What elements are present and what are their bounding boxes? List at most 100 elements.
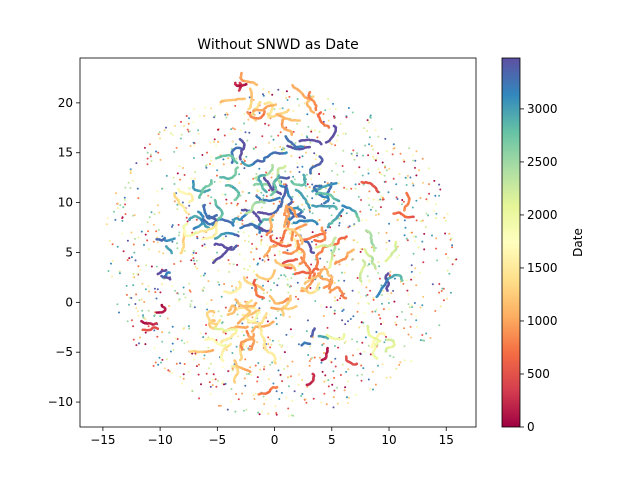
data-point (145, 264, 148, 267)
data-point (326, 346, 329, 350)
data-point (286, 284, 289, 287)
data-point (385, 241, 388, 244)
data-point (262, 197, 265, 200)
data-point (323, 198, 326, 201)
data-point (128, 257, 131, 260)
data-point (252, 177, 255, 180)
data-point (362, 321, 365, 324)
data-point (334, 365, 337, 368)
data-point (399, 361, 402, 364)
data-point (268, 300, 271, 302)
data-point (319, 184, 323, 188)
data-point (362, 127, 365, 130)
data-point (314, 258, 317, 261)
data-point (343, 279, 346, 282)
data-point (344, 132, 347, 135)
data-point (220, 315, 223, 318)
data-point (350, 187, 353, 190)
data-point (237, 230, 240, 233)
data-point (411, 182, 414, 185)
data-point (239, 212, 242, 215)
data-point (333, 191, 336, 193)
data-point (245, 199, 247, 202)
data-point (390, 128, 393, 131)
data-point (113, 210, 115, 213)
data-point (267, 412, 270, 415)
data-point (215, 385, 218, 388)
data-point (375, 214, 377, 216)
data-point (447, 256, 449, 259)
data-point (406, 174, 409, 177)
data-point (291, 360, 294, 363)
data-point (297, 243, 301, 247)
data-point (274, 405, 277, 408)
data-point (224, 113, 227, 116)
data-point (267, 343, 270, 345)
data-point (206, 225, 209, 229)
data-point (314, 246, 318, 249)
data-point (283, 351, 286, 354)
data-point (392, 289, 395, 292)
data-point (210, 299, 213, 302)
data-point (285, 96, 288, 99)
data-point (269, 338, 271, 341)
data-point (133, 251, 136, 254)
data-point (311, 356, 314, 359)
data-point (310, 240, 313, 243)
data-point (329, 108, 331, 111)
data-point (266, 320, 269, 323)
data-point (351, 338, 354, 341)
data-point (364, 336, 367, 339)
data-point (177, 299, 180, 302)
data-point (238, 182, 241, 184)
data-point (292, 414, 295, 417)
data-point (217, 140, 220, 143)
data-point (388, 167, 391, 170)
data-point (347, 320, 349, 323)
data-point (177, 234, 180, 237)
data-point (189, 145, 192, 147)
data-point (251, 287, 253, 289)
data-point (227, 180, 230, 183)
data-point (220, 322, 223, 325)
data-point (193, 107, 195, 110)
data-point (372, 155, 375, 158)
data-point (201, 244, 204, 247)
data-point (309, 141, 312, 144)
data-point (138, 342, 140, 345)
data-point (185, 115, 188, 117)
data-point (225, 116, 228, 119)
data-point (205, 163, 208, 166)
data-point (126, 239, 129, 242)
data-point (156, 190, 159, 193)
data-point (287, 291, 290, 294)
data-point (433, 179, 436, 182)
data-point (381, 198, 384, 201)
data-point (260, 191, 263, 194)
data-point (323, 181, 326, 183)
data-point (439, 188, 442, 191)
data-point (373, 158, 376, 161)
data-point (417, 246, 420, 249)
data-point (332, 102, 334, 105)
colorbar-gradient (501, 57, 521, 428)
data-point (176, 247, 179, 250)
data-point (262, 93, 264, 96)
data-point (412, 154, 415, 157)
data-point (357, 348, 359, 351)
data-point (219, 404, 222, 407)
data-point (392, 356, 395, 359)
data-point (348, 396, 350, 399)
data-point (324, 229, 327, 232)
data-point (290, 375, 292, 378)
data-point (353, 224, 355, 227)
data-point (202, 336, 205, 339)
data-point (132, 276, 135, 279)
data-point (224, 382, 227, 385)
data-point (256, 376, 259, 379)
data-point (258, 323, 261, 326)
data-point (277, 88, 280, 91)
data-point (200, 274, 203, 277)
data-point (427, 167, 430, 170)
data-point (354, 171, 357, 174)
